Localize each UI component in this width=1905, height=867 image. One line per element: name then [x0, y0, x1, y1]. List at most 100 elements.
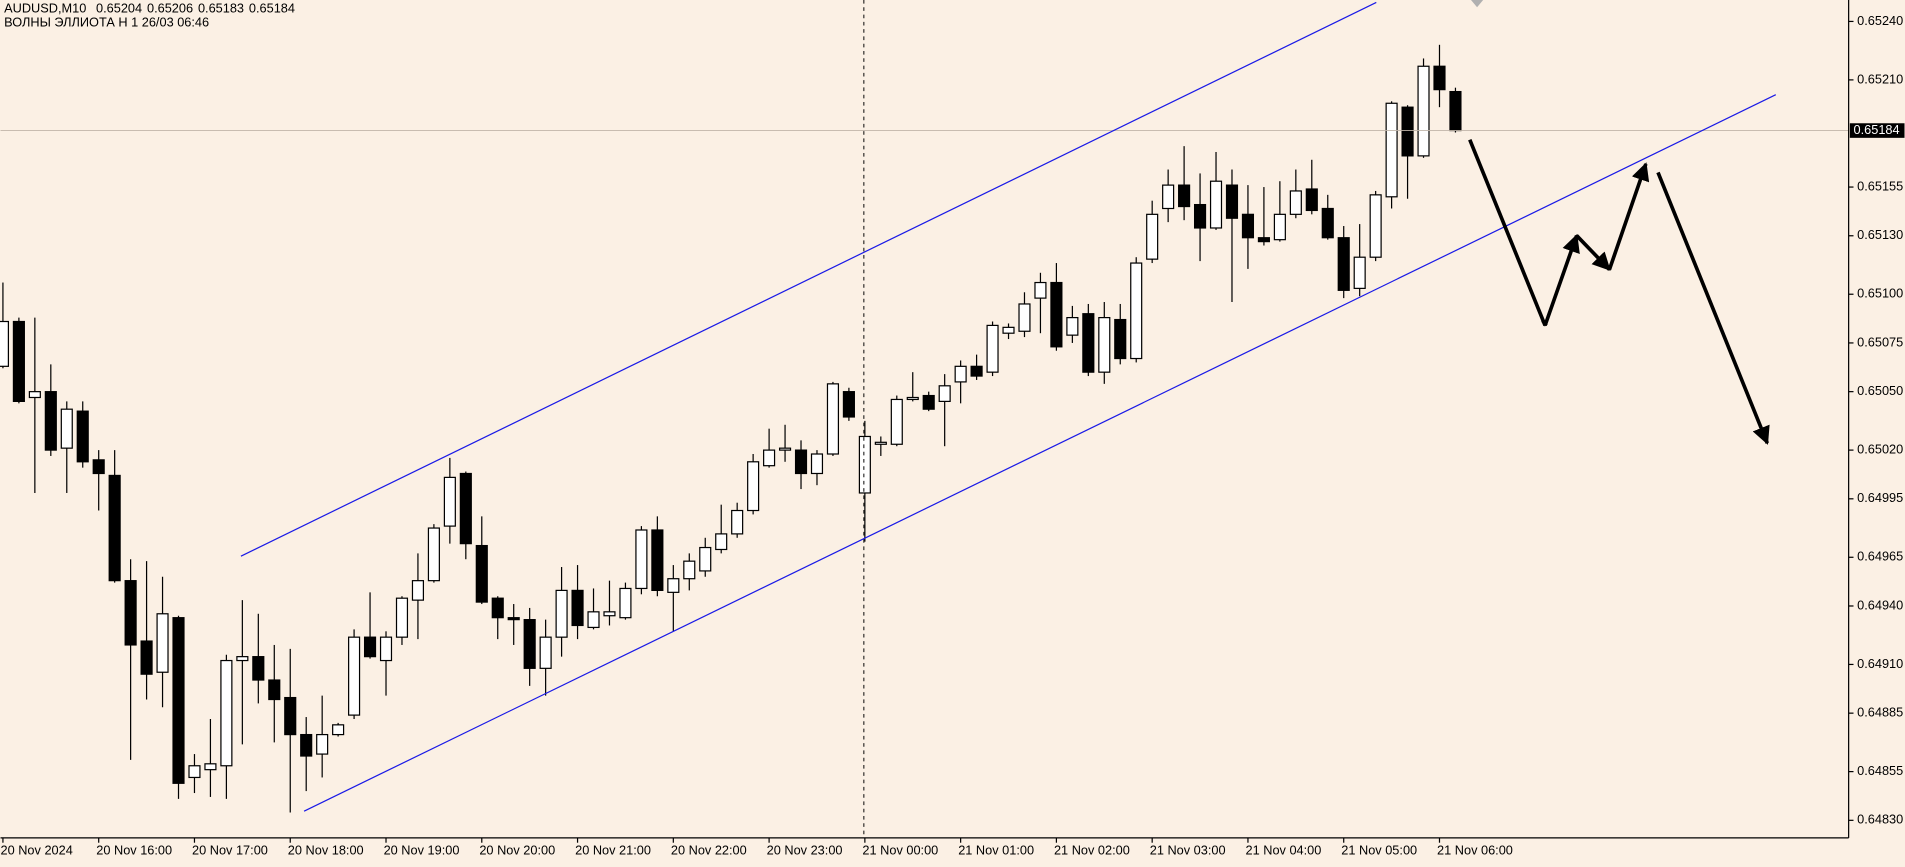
candle-body [124, 580, 137, 646]
candle-body [300, 733, 313, 757]
candle-body [395, 597, 409, 638]
x-tick-label: 21 Nov 02:00 [1054, 843, 1130, 858]
candle-body [284, 696, 297, 736]
candle-body [1209, 180, 1223, 229]
candle-body [826, 383, 840, 455]
current-price-label: 0.65184 [1854, 122, 1900, 137]
candle-body [252, 656, 265, 681]
candle-body [411, 580, 425, 601]
candle-body [922, 394, 935, 410]
candle-body [667, 578, 680, 593]
x-tick-label: 20 Nov 21:00 [575, 843, 651, 858]
candle-body [1433, 65, 1446, 91]
candle-body [1098, 316, 1111, 373]
x-tick-label: 21 Nov 01:00 [958, 843, 1034, 858]
x-tick-label: 20 Nov 22:00 [671, 843, 747, 858]
candle-body [188, 765, 201, 779]
arrow [1468, 138, 1547, 327]
candle-body [92, 459, 105, 475]
x-tick-label: 21 Nov 03:00 [1150, 843, 1226, 858]
candle-body [731, 509, 744, 535]
candle-body [236, 656, 249, 662]
open-value: 0.65204 [96, 1, 142, 16]
x-tick-label: 20 Nov 18:00 [288, 843, 364, 858]
indicator-label: ВОЛНЫ ЭЛЛИОТА H 1 26/03 06:46 [4, 14, 209, 29]
candle-body [539, 636, 552, 669]
high-value: 0.65206 [147, 1, 193, 16]
candle-body [1273, 213, 1286, 241]
candle-body [427, 527, 440, 582]
candle-body [874, 441, 887, 445]
candle-body [1002, 326, 1015, 334]
candle-body [1385, 102, 1398, 198]
candle-body [1050, 281, 1063, 348]
candle-body [1225, 184, 1239, 219]
x-tick-label: 21 Nov 05:00 [1341, 843, 1417, 858]
candle-body [810, 453, 824, 475]
shift-marker [1471, 0, 1484, 8]
y-tick-label: 0.65210 [1857, 71, 1903, 86]
candle-body [316, 733, 329, 755]
y-tick-label: 0.64965 [1857, 549, 1903, 564]
x-tick-label: 21 Nov 06:00 [1437, 843, 1513, 858]
candle-body [475, 544, 488, 603]
candle-body [1193, 203, 1207, 229]
x-tick-label: 20 Nov 23:00 [767, 843, 843, 858]
chart-header: AUDUSD,M10 0.65204 0.65206 0.65183 0.65184 [4, 1, 295, 16]
y-tick-label: 0.64855 [1857, 763, 1903, 778]
candle-body [0, 320, 9, 367]
candle-body [523, 619, 536, 669]
y-tick-label: 0.65050 [1857, 383, 1903, 398]
x-tick-label: 20 Nov 20:00 [479, 843, 555, 858]
candle-body [76, 410, 89, 463]
candle-body [683, 560, 696, 580]
candle-body [938, 385, 951, 402]
candle-body [363, 636, 377, 658]
candle-body [858, 435, 871, 494]
plot-area [0, 44, 1849, 813]
forecast-arrows [1468, 138, 1770, 445]
x-tick-label: 20 Nov 2024 [1, 843, 73, 858]
low-value: 0.65183 [198, 1, 244, 16]
y-tick-label: 0.65100 [1857, 286, 1903, 301]
candle-body [491, 597, 504, 619]
candle-body [379, 636, 393, 662]
y-tick-label: 0.64940 [1857, 597, 1903, 612]
candle-body [842, 391, 855, 418]
channel-upper [240, 1, 1377, 557]
y-tick-label: 0.65155 [1857, 178, 1903, 193]
y-tick-label: 0.64830 [1857, 812, 1903, 827]
candle-body [603, 611, 616, 617]
symbol: AUDUSD,M10 [4, 1, 86, 16]
candle-body [348, 636, 361, 716]
candle-body [44, 391, 57, 451]
candle-body [778, 447, 792, 451]
candle-body [715, 533, 728, 551]
candle-body [12, 320, 25, 402]
x-tick-label: 20 Nov 17:00 [192, 843, 268, 858]
candle-body [954, 365, 967, 383]
candle-body [1146, 213, 1159, 260]
close-value: 0.65184 [249, 1, 295, 16]
candle-body [220, 659, 233, 767]
candle-body [587, 611, 600, 629]
candle-body [1034, 281, 1047, 299]
y-tick-label: 0.64885 [1857, 705, 1903, 720]
y-tick-label: 0.65020 [1857, 441, 1903, 456]
candle-body [1018, 303, 1031, 332]
candle-body [1257, 237, 1270, 243]
candle-body [651, 529, 664, 592]
channel-lower [303, 94, 1777, 812]
candle-body [635, 529, 648, 590]
candle-body [1178, 184, 1191, 208]
candle-body [1337, 237, 1350, 291]
candle-body [443, 476, 456, 527]
candle-body [1162, 184, 1175, 210]
candle-body [794, 449, 808, 475]
candle-body [747, 461, 760, 512]
candle-body [890, 398, 903, 445]
candle-body [619, 587, 632, 619]
candle-body [986, 324, 999, 373]
